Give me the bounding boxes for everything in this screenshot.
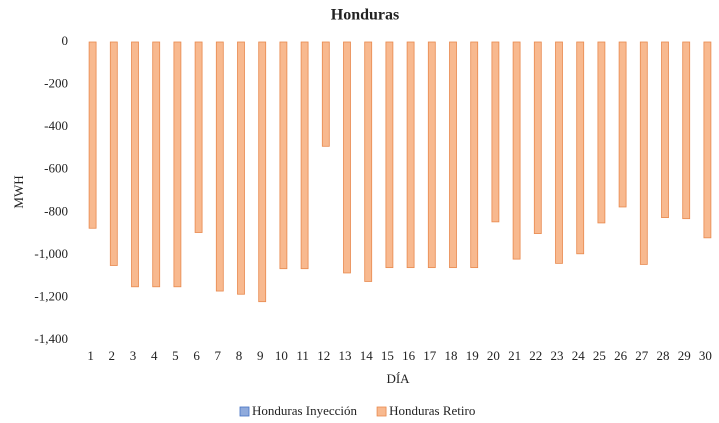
x-tick-label: 14 [360, 348, 374, 363]
bar [300, 41, 309, 270]
x-tick-label: 30 [699, 348, 712, 363]
bar [661, 41, 669, 219]
x-tick-label: 1 [87, 348, 94, 363]
x-tick-label: 27 [635, 348, 649, 363]
bar [321, 41, 330, 147]
x-tick-label: 18 [445, 348, 458, 363]
x-tick-label: 12 [317, 348, 330, 363]
bar [385, 41, 394, 269]
bar [279, 41, 288, 270]
legend-swatch [239, 406, 250, 417]
bar [449, 41, 457, 269]
bar [703, 41, 712, 239]
x-tick-label: 24 [572, 348, 586, 363]
x-tick-label: 15 [381, 348, 394, 363]
x-tick-label: 11 [296, 348, 309, 363]
bar [109, 41, 118, 266]
bar [406, 41, 415, 269]
x-tick-label: 23 [551, 348, 564, 363]
chart-title: Honduras [331, 7, 399, 24]
bar [533, 41, 542, 234]
x-tick-label: 25 [593, 348, 606, 363]
bar [682, 41, 691, 220]
bar [470, 41, 479, 269]
x-tick-label: 22 [529, 348, 542, 363]
x-tick-label: 13 [339, 348, 352, 363]
legend-label: Honduras Retiro [389, 403, 475, 418]
x-tick-label: 8 [236, 348, 243, 363]
bar [576, 41, 585, 255]
legend-swatch [376, 406, 387, 417]
bar [258, 41, 267, 303]
x-tick-label: 9 [257, 348, 264, 363]
y-tick-label: -200 [44, 76, 68, 91]
x-tick-label: 28 [657, 348, 670, 363]
y-tick-label: 0 [62, 33, 69, 48]
bar [173, 41, 182, 288]
y-tick-label: -1,000 [34, 246, 68, 261]
bar [343, 41, 351, 274]
y-tick-label: -800 [44, 203, 68, 218]
x-tick-label: 4 [151, 348, 158, 363]
bar [237, 41, 245, 295]
x-tick-label: 10 [275, 348, 288, 363]
x-tick-label: 20 [487, 348, 500, 363]
x-tick-label: 17 [423, 348, 437, 363]
x-tick-label: 21 [508, 348, 521, 363]
x-tick-label: 6 [193, 348, 200, 363]
y-tick-label: -1,400 [34, 331, 68, 346]
x-tick-label: 5 [172, 348, 179, 363]
bar [215, 41, 224, 292]
bar [194, 41, 203, 233]
x-tick-label: 26 [614, 348, 628, 363]
bar [152, 41, 161, 288]
bar [491, 41, 500, 223]
bar [364, 41, 373, 282]
bar [131, 41, 139, 288]
x-tick-label: 7 [215, 348, 222, 363]
x-tick-label: 16 [402, 348, 416, 363]
y-tick-label: -1,200 [34, 288, 68, 303]
legend-label: Honduras Inyección [252, 403, 358, 418]
bar [597, 41, 606, 224]
y-axis-label: MWH [11, 175, 26, 208]
y-tick-label: -600 [44, 161, 68, 176]
y-tick-label: -400 [44, 118, 68, 133]
x-tick-label: 19 [466, 348, 479, 363]
bar [88, 41, 97, 229]
bar [512, 41, 521, 260]
bar [427, 41, 436, 269]
x-tick-label: 29 [678, 348, 691, 363]
bar [639, 41, 648, 265]
x-axis-label: DÍA [386, 371, 410, 386]
x-tick-label: 3 [130, 348, 137, 363]
bar [618, 41, 627, 208]
bar [555, 41, 563, 264]
x-tick-label: 2 [109, 348, 116, 363]
